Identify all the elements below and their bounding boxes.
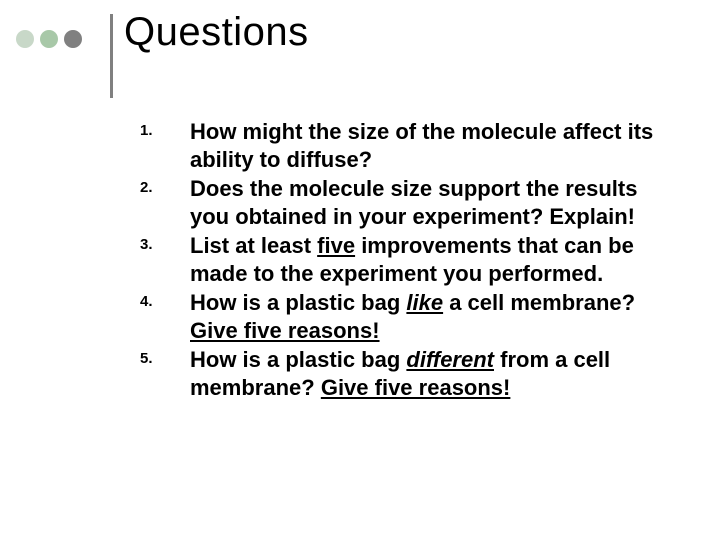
question-text: How is a plastic bag different from a ce… xyxy=(190,346,680,401)
question-list: 1.How might the size of the molecule aff… xyxy=(140,118,680,403)
dot-2 xyxy=(40,30,58,48)
question-text: Does the molecule size support the resul… xyxy=(190,175,680,230)
dot-3 xyxy=(64,30,82,48)
question-item: 5.How is a plastic bag different from a … xyxy=(140,346,680,401)
question-number: 2. xyxy=(140,175,190,230)
question-number: 4. xyxy=(140,289,190,344)
question-item: 2.Does the molecule size support the res… xyxy=(140,175,680,230)
question-text: List at least five improvements that can… xyxy=(190,232,680,287)
question-text: How might the size of the molecule affec… xyxy=(190,118,680,173)
question-number: 1. xyxy=(140,118,190,173)
question-item: 1.How might the size of the molecule aff… xyxy=(140,118,680,173)
question-number: 5. xyxy=(140,346,190,401)
question-item: 3.List at least five improvements that c… xyxy=(140,232,680,287)
title-divider xyxy=(110,14,113,98)
page-title: Questions xyxy=(124,10,309,55)
accent-dots xyxy=(16,30,82,48)
question-text: How is a plastic bag like a cell membran… xyxy=(190,289,680,344)
question-number: 3. xyxy=(140,232,190,287)
dot-1 xyxy=(16,30,34,48)
question-item: 4.How is a plastic bag like a cell membr… xyxy=(140,289,680,344)
